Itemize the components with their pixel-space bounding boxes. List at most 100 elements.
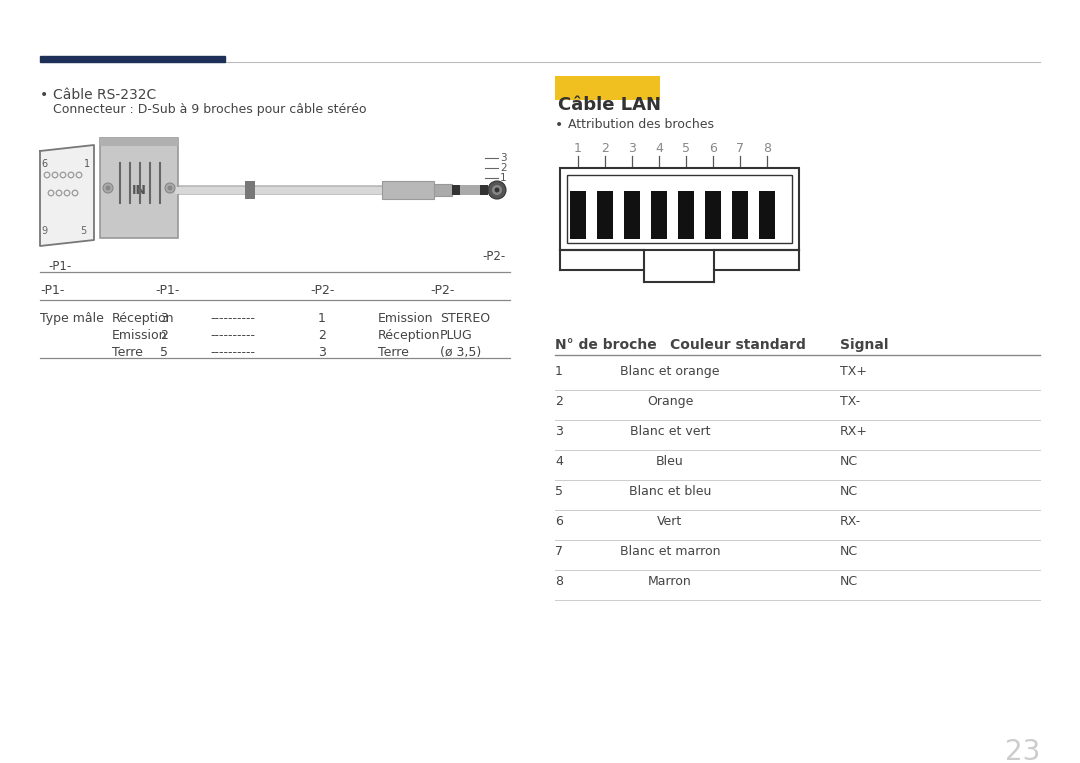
Text: -P2-: -P2- xyxy=(482,250,505,263)
Text: 3: 3 xyxy=(555,425,563,438)
Bar xyxy=(100,138,178,238)
Text: 7: 7 xyxy=(735,142,744,155)
Text: Vert: Vert xyxy=(658,515,683,528)
Text: PLUG: PLUG xyxy=(440,329,473,342)
Text: 5: 5 xyxy=(160,346,168,359)
Text: 3: 3 xyxy=(160,312,167,325)
Text: 1: 1 xyxy=(555,365,563,378)
Bar xyxy=(705,191,721,239)
Text: Attribution des broches: Attribution des broches xyxy=(568,118,714,131)
Text: IN: IN xyxy=(132,183,147,197)
Text: ----------: ---------- xyxy=(210,346,255,359)
Bar xyxy=(40,56,225,62)
Text: Réception: Réception xyxy=(112,312,175,325)
Text: NC: NC xyxy=(840,455,859,468)
Text: •: • xyxy=(555,118,564,132)
Text: Bleu: Bleu xyxy=(657,455,684,468)
Text: 3: 3 xyxy=(318,346,326,359)
Text: •: • xyxy=(40,88,49,102)
Bar xyxy=(453,185,460,195)
Text: Emission: Emission xyxy=(112,329,167,342)
Text: NC: NC xyxy=(840,485,859,498)
Text: N° de broche: N° de broche xyxy=(555,338,657,352)
Text: 1: 1 xyxy=(318,312,326,325)
Text: NC: NC xyxy=(840,575,859,588)
Text: 5: 5 xyxy=(555,485,563,498)
Bar xyxy=(651,191,667,239)
Text: 5: 5 xyxy=(80,226,86,236)
Text: 3: 3 xyxy=(500,153,507,163)
Text: STEREO: STEREO xyxy=(440,312,490,325)
Text: RX+: RX+ xyxy=(840,425,868,438)
Bar xyxy=(382,181,434,199)
Text: -P1-: -P1- xyxy=(156,284,179,297)
Text: Emission: Emission xyxy=(378,312,433,325)
Text: 6: 6 xyxy=(555,515,563,528)
Text: 1: 1 xyxy=(500,173,507,183)
Text: Blanc et orange: Blanc et orange xyxy=(620,365,719,378)
Circle shape xyxy=(103,183,113,193)
Text: 1: 1 xyxy=(84,159,90,169)
Text: TX+: TX+ xyxy=(840,365,867,378)
Text: TX-: TX- xyxy=(840,395,861,408)
Text: Câble LAN: Câble LAN xyxy=(558,96,661,114)
Text: Couleur standard: Couleur standard xyxy=(670,338,806,352)
Text: 4: 4 xyxy=(656,142,663,155)
Bar xyxy=(567,175,792,243)
Bar xyxy=(732,191,748,239)
Text: 23: 23 xyxy=(1004,738,1040,763)
Bar xyxy=(570,191,586,239)
Bar xyxy=(245,181,255,199)
Bar xyxy=(759,191,775,239)
Text: ----------: ---------- xyxy=(210,329,255,342)
Bar xyxy=(678,191,694,239)
Bar xyxy=(434,184,453,196)
Text: Connecteur : D-Sub à 9 broches pour câble stéréo: Connecteur : D-Sub à 9 broches pour câbl… xyxy=(53,103,366,116)
Text: -P2-: -P2- xyxy=(430,284,455,297)
Text: 7: 7 xyxy=(555,545,563,558)
Text: 6: 6 xyxy=(41,159,48,169)
Polygon shape xyxy=(40,145,94,246)
Text: -P1-: -P1- xyxy=(40,284,65,297)
Text: Blanc et marron: Blanc et marron xyxy=(620,545,720,558)
Circle shape xyxy=(495,188,499,192)
Circle shape xyxy=(165,183,175,193)
Text: ----------: ---------- xyxy=(210,312,255,325)
Text: 2: 2 xyxy=(555,395,563,408)
Bar xyxy=(561,168,799,250)
Text: 8: 8 xyxy=(555,575,563,588)
Text: Terre: Terre xyxy=(378,346,409,359)
Text: Orange: Orange xyxy=(647,395,693,408)
Text: 9: 9 xyxy=(41,226,48,236)
Bar xyxy=(555,76,660,100)
Text: Signal: Signal xyxy=(840,338,889,352)
Text: 2: 2 xyxy=(160,329,167,342)
Text: Marron: Marron xyxy=(648,575,692,588)
Text: 5: 5 xyxy=(681,142,690,155)
Text: 2: 2 xyxy=(602,142,609,155)
Text: Blanc et bleu: Blanc et bleu xyxy=(629,485,712,498)
Text: 6: 6 xyxy=(710,142,717,155)
Text: Terre: Terre xyxy=(112,346,143,359)
Text: (ø 3,5): (ø 3,5) xyxy=(440,346,482,359)
Text: 8: 8 xyxy=(762,142,771,155)
Text: 3: 3 xyxy=(629,142,636,155)
Bar xyxy=(480,185,488,195)
Text: NC: NC xyxy=(840,545,859,558)
Text: RX-: RX- xyxy=(840,515,861,528)
Circle shape xyxy=(488,181,507,199)
Text: 2: 2 xyxy=(318,329,326,342)
Circle shape xyxy=(106,185,110,191)
Text: 4: 4 xyxy=(555,455,563,468)
Text: 2: 2 xyxy=(500,163,507,173)
Text: Câble RS-232C: Câble RS-232C xyxy=(53,88,157,102)
Text: Type mâle: Type mâle xyxy=(40,312,104,325)
Circle shape xyxy=(492,185,502,195)
Bar xyxy=(597,191,613,239)
Bar xyxy=(100,138,178,146)
Text: Réception: Réception xyxy=(378,329,441,342)
Bar xyxy=(460,185,480,195)
Circle shape xyxy=(167,185,173,191)
Text: 1: 1 xyxy=(575,142,582,155)
Bar xyxy=(624,191,640,239)
